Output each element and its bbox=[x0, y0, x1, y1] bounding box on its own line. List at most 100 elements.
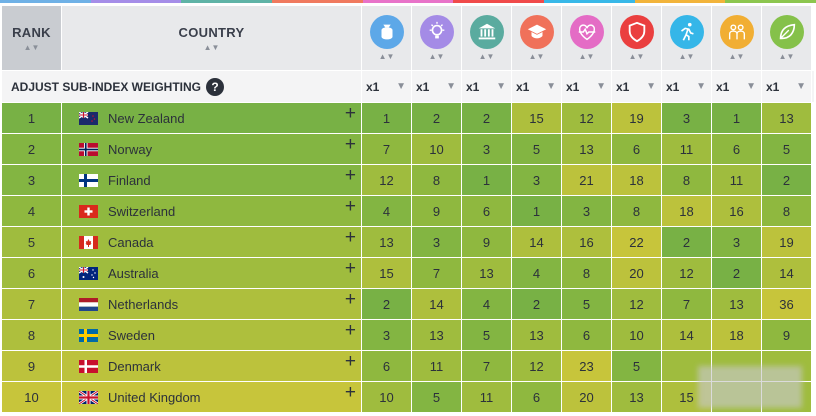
people-icon bbox=[719, 15, 754, 49]
rank-cell: 8 bbox=[2, 320, 62, 350]
score-cell: 13 bbox=[612, 382, 662, 412]
expand-plus-icon[interactable]: + bbox=[344, 351, 356, 372]
sort-arrows-icon[interactable]: ▲▼ bbox=[778, 52, 795, 61]
table-row[interactable]: 2 Norway +7 10 3 5 13 6 11 6 5 bbox=[2, 133, 814, 164]
expand-plus-icon[interactable]: + bbox=[344, 196, 356, 217]
weight-dropdown[interactable]: x1 ▼ bbox=[712, 71, 762, 102]
weight-value: x1 bbox=[616, 79, 630, 94]
dropdown-arrow-icon: ▼ bbox=[746, 81, 756, 92]
subindex-column-header[interactable]: ▲▼ bbox=[662, 6, 712, 70]
score-cell: 13 bbox=[462, 258, 512, 288]
country-rows: 1 New Zealand +1 2 2 15 12 19 3 1 13 2 Norway +7 10 3 5 1… bbox=[2, 102, 814, 412]
subindex-column-header[interactable]: ▲▼ bbox=[562, 6, 612, 70]
country-cell[interactable]: United Kingdom + bbox=[62, 382, 362, 412]
expand-plus-icon[interactable]: + bbox=[344, 289, 356, 310]
weight-dropdown[interactable]: x1 ▼ bbox=[362, 71, 412, 102]
government-building-icon bbox=[469, 15, 504, 49]
rank-cell: 7 bbox=[2, 289, 62, 319]
top-bar-segment bbox=[0, 0, 91, 3]
dropdown-arrow-icon: ▼ bbox=[796, 81, 806, 92]
fi-flag-icon bbox=[79, 173, 98, 187]
score-cell: 4 bbox=[362, 196, 412, 226]
help-icon[interactable]: ? bbox=[206, 77, 225, 96]
weight-value: x1 bbox=[766, 79, 780, 94]
subindex-column-header[interactable]: ▲▼ bbox=[462, 6, 512, 70]
subindex-column-header[interactable]: ▲▼ bbox=[362, 6, 412, 70]
score-cell: 3 bbox=[412, 227, 462, 257]
expand-plus-icon[interactable]: + bbox=[344, 103, 356, 124]
sort-arrows-icon[interactable]: ▲▼ bbox=[728, 52, 745, 61]
table-row[interactable]: 4 Switzerland +4 9 6 1 3 8 18 16 8 bbox=[2, 195, 814, 226]
score-cell: 8 bbox=[762, 196, 812, 226]
dropdown-arrow-icon: ▼ bbox=[596, 81, 606, 92]
subindex-column-header[interactable]: ▲▼ bbox=[512, 6, 562, 70]
country-cell[interactable]: New Zealand + bbox=[62, 103, 362, 133]
sort-arrows-icon[interactable]: ▲▼ bbox=[628, 52, 645, 61]
weight-value: x1 bbox=[716, 79, 730, 94]
subindex-column-header[interactable]: ▲▼ bbox=[412, 6, 462, 70]
country-cell[interactable]: Denmark + bbox=[62, 351, 362, 381]
table-row[interactable]: 9 Denmark +6 11 7 12 23 5 bbox=[2, 350, 814, 381]
expand-plus-icon[interactable]: + bbox=[344, 258, 356, 279]
sort-arrows-icon[interactable]: ▲▼ bbox=[678, 52, 695, 61]
table-row[interactable]: 8 Sweden +3 13 5 13 6 10 14 18 9 bbox=[2, 319, 814, 350]
dropdown-arrow-icon: ▼ bbox=[496, 81, 506, 92]
table-row[interactable]: 6 Australia +15 7 13 4 8 20 12 2 14 bbox=[2, 257, 814, 288]
score-cell: 8 bbox=[562, 258, 612, 288]
au-flag-icon bbox=[79, 266, 98, 280]
table-row[interactable]: 1 New Zealand +1 2 2 15 12 19 3 1 13 bbox=[2, 102, 814, 133]
sort-arrows-icon[interactable]: ▲▼ bbox=[578, 52, 595, 61]
table-row[interactable]: 5 Canada +13 3 9 14 16 22 2 3 19 bbox=[2, 226, 814, 257]
country-cell[interactable]: Australia + bbox=[62, 258, 362, 288]
sort-arrows-icon[interactable]: ▲▼ bbox=[203, 42, 220, 52]
table-row[interactable]: 3 Finland +12 8 1 3 21 18 8 11 2 bbox=[2, 164, 814, 195]
score-cell: 5 bbox=[462, 320, 512, 350]
country-cell[interactable]: Netherlands + bbox=[62, 289, 362, 319]
top-bar-segment bbox=[181, 0, 273, 3]
score-cell: 5 bbox=[762, 134, 812, 164]
subindex-column-header[interactable]: ▲▼ bbox=[612, 6, 662, 70]
sort-arrows-icon[interactable]: ▲▼ bbox=[528, 52, 545, 61]
score-cell: 4 bbox=[512, 258, 562, 288]
score-cell: 14 bbox=[412, 289, 462, 319]
rank-cell: 9 bbox=[2, 351, 62, 381]
ca-flag-icon bbox=[79, 235, 98, 249]
subindex-column-header[interactable]: ▲▼ bbox=[712, 6, 762, 70]
weight-dropdown[interactable]: x1 ▼ bbox=[462, 71, 512, 102]
table-row[interactable]: 7 Netherlands +2 14 4 2 5 12 7 13 36 bbox=[2, 288, 814, 319]
expand-plus-icon[interactable]: + bbox=[344, 134, 356, 155]
country-cell[interactable]: Finland + bbox=[62, 165, 362, 195]
weight-dropdown[interactable]: x1 ▼ bbox=[762, 71, 812, 102]
table-row[interactable]: 10 United Kingdom +10 5 11 6 20 13 15 bbox=[2, 381, 814, 412]
country-column-header[interactable]: COUNTRY ▲▼ bbox=[62, 6, 362, 70]
expand-plus-icon[interactable]: + bbox=[344, 382, 356, 403]
weight-dropdown[interactable]: x1 ▼ bbox=[412, 71, 462, 102]
score-cell: 2 bbox=[412, 103, 462, 133]
expand-plus-icon[interactable]: + bbox=[344, 165, 356, 186]
country-cell[interactable]: Norway + bbox=[62, 134, 362, 164]
expand-plus-icon[interactable]: + bbox=[344, 320, 356, 341]
score-cell: 1 bbox=[462, 165, 512, 195]
weight-dropdown[interactable]: x1 ▼ bbox=[612, 71, 662, 102]
sort-arrows-icon[interactable]: ▲▼ bbox=[23, 42, 40, 52]
se-flag-icon bbox=[79, 328, 98, 342]
rankings-table: RANK ▲▼ COUNTRY ▲▼ ▲▼ ▲▼ ▲▼ ▲▼ ▲▼ ▲▼ ▲▼ ▲▼ ▲▼ AD… bbox=[2, 6, 814, 412]
weight-dropdown[interactable]: x1 ▼ bbox=[662, 71, 712, 102]
sort-arrows-icon[interactable]: ▲▼ bbox=[478, 52, 495, 61]
sort-arrows-icon[interactable]: ▲▼ bbox=[378, 52, 395, 61]
score-cell: 19 bbox=[612, 103, 662, 133]
country-cell[interactable]: Sweden + bbox=[62, 320, 362, 350]
expand-plus-icon[interactable]: + bbox=[344, 227, 356, 248]
country-name: New Zealand bbox=[108, 110, 185, 126]
top-bar-segment bbox=[272, 0, 363, 3]
country-cell[interactable]: Canada + bbox=[62, 227, 362, 257]
subindex-column-header[interactable]: ▲▼ bbox=[762, 6, 812, 70]
rank-column-header[interactable]: RANK ▲▼ bbox=[2, 6, 62, 70]
weight-dropdown[interactable]: x1 ▼ bbox=[562, 71, 612, 102]
country-cell[interactable]: Switzerland + bbox=[62, 196, 362, 226]
sort-arrows-icon[interactable]: ▲▼ bbox=[428, 52, 445, 61]
score-cell: 1 bbox=[712, 103, 762, 133]
weight-dropdown[interactable]: x1 ▼ bbox=[512, 71, 562, 102]
score-cell: 8 bbox=[412, 165, 462, 195]
score-cell: 15 bbox=[512, 103, 562, 133]
